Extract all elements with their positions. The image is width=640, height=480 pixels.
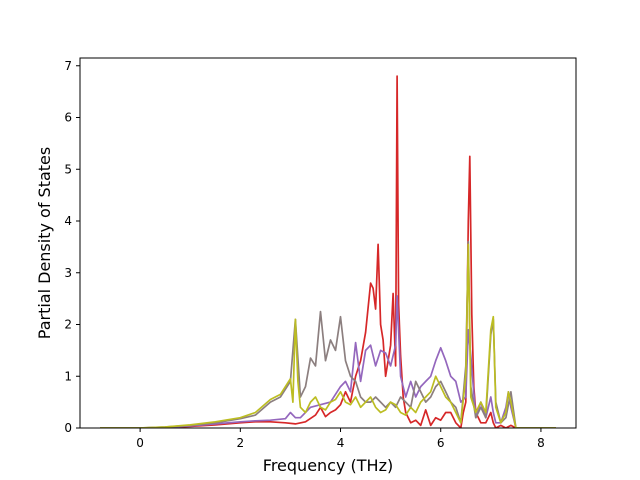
series-line-4 [100,243,556,428]
y-tick-label: 6 [64,111,72,125]
series-layer [100,75,556,428]
y-axis-label: Partial Density of States [35,147,54,339]
x-tick-label: 4 [337,436,345,450]
y-tick-label: 3 [64,266,72,280]
plot-frame [79,57,577,429]
y-tick-label: 1 [64,369,72,383]
x-axis: 0 2 4 6 8 [136,428,545,450]
x-tick-label: 6 [437,436,445,450]
x-tick-label: 8 [537,436,545,450]
x-axis-label: Frequency (THz) [263,456,393,475]
y-axis: 0 1 2 3 4 5 6 7 [64,59,80,435]
x-tick-label: 2 [237,436,245,450]
y-tick-label: 4 [64,214,72,228]
y-tick-label: 5 [64,162,72,176]
y-tick-label: 0 [64,421,72,435]
y-tick-label: 2 [64,318,72,332]
x-tick-label: 0 [136,436,144,450]
y-tick-label: 7 [64,59,72,73]
